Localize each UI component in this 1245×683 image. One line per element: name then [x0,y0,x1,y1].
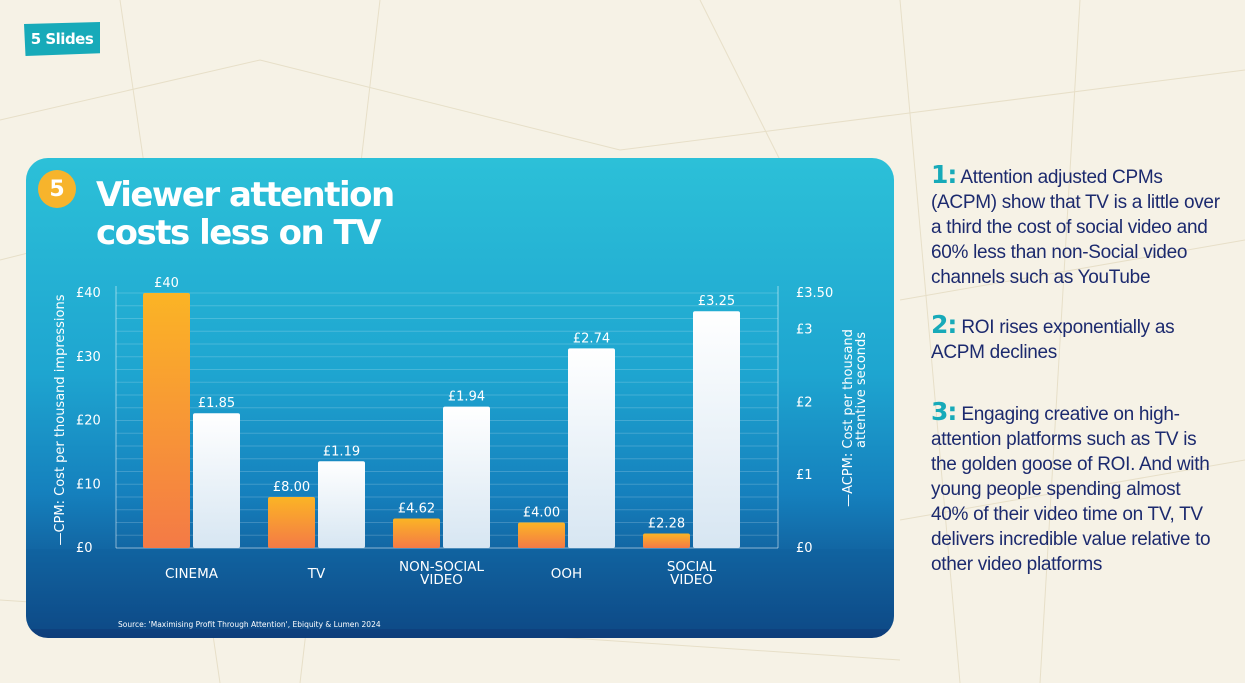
bar-cpm [393,518,440,548]
bar-acpm [193,413,240,548]
key-point-number: 2: [931,310,957,339]
x-category-label: SOCIAL [667,559,717,575]
y-axis-title-right-line2: attentive seconds [854,332,869,448]
data-label-cpm: £2.28 [648,516,685,531]
plot-floor [26,549,894,629]
slide-count-tag: 5 Slides [24,22,100,56]
y-tick-label-right: £2 [796,395,813,410]
y-axis-title-left: —CPM: Cost per thousand impressions [53,294,68,545]
key-points: 1: Attention adjusted CPMs (ACPM) show t… [931,162,1221,577]
data-label-acpm: £1.94 [448,390,485,405]
y-tick-label-left: £10 [76,477,101,492]
source-note: Source: 'Maximising Profit Through Atten… [118,620,381,629]
bar-acpm [443,406,490,548]
key-point-1: 1: Attention adjusted CPMs (ACPM) show t… [931,162,1221,290]
y-tick-label-left: £20 [76,414,101,429]
bar-acpm [693,311,740,548]
key-point-number: 3: [931,397,957,426]
bar-cpm [143,293,190,548]
x-category-label: VIDEO [420,572,463,588]
chart-title-line2: costs less on TV [96,213,382,253]
bar-acpm [318,461,365,548]
data-label-cpm: £4.00 [523,506,560,521]
key-point-2: 2: ROI rises exponentially as ACPM decli… [931,312,1221,365]
bar-cpm [518,522,565,548]
x-category-label: TV [307,566,326,582]
chart-panel: 5 Viewer attention costs less on TV £0 £1… [26,158,894,638]
x-category-label: CINEMA [165,566,219,582]
bar-cpm [268,497,315,548]
x-category-label: VIDEO [670,572,713,588]
data-label-cpm: £40 [154,276,179,291]
x-category-label: OOH [551,566,582,582]
data-label-acpm: £1.85 [198,396,235,411]
y-tick-label-right: £0 [796,541,813,556]
key-point-text: ROI rises exponentially as ACPM declines [931,317,1175,363]
bar-chart: £0 £10 £20 £30 £40 £0 £1 £2 £3 £3.50 —CPM: Cost pe… [26,276,894,629]
bar-acpm [568,348,615,548]
data-label-cpm: £4.62 [398,502,435,517]
y-tick-label-right: £1 [796,468,813,483]
data-label-acpm: £3.25 [698,294,735,309]
y-tick-label-right: £3.50 [796,286,833,301]
data-label-cpm: £8.00 [273,480,310,495]
key-point-number: 1: [931,160,957,189]
chart-title: Viewer attention costs less on TV [96,176,496,252]
key-point-3: 3: Engaging creative on high-attention p… [931,399,1221,577]
chart-title-line1: Viewer attention [96,175,395,215]
y-axis-title-right-line1: —ACPM: Cost per thousand [841,329,856,507]
key-point-text: Attention adjusted CPMs (ACPM) show that… [931,167,1220,288]
x-category-label: NON-SOCIAL [399,559,485,575]
slide-number-badge: 5 [38,170,76,208]
y-tick-label-left: £0 [76,541,93,556]
key-point-text: Engaging creative on high-attention plat… [931,404,1211,575]
data-label-acpm: £2.74 [573,331,610,346]
data-label-acpm: £1.19 [323,444,360,459]
y-tick-label-left: £40 [76,286,101,301]
bar-cpm [643,533,690,548]
y-tick-label-left: £30 [76,350,101,365]
y-tick-label-right: £3 [796,322,813,337]
